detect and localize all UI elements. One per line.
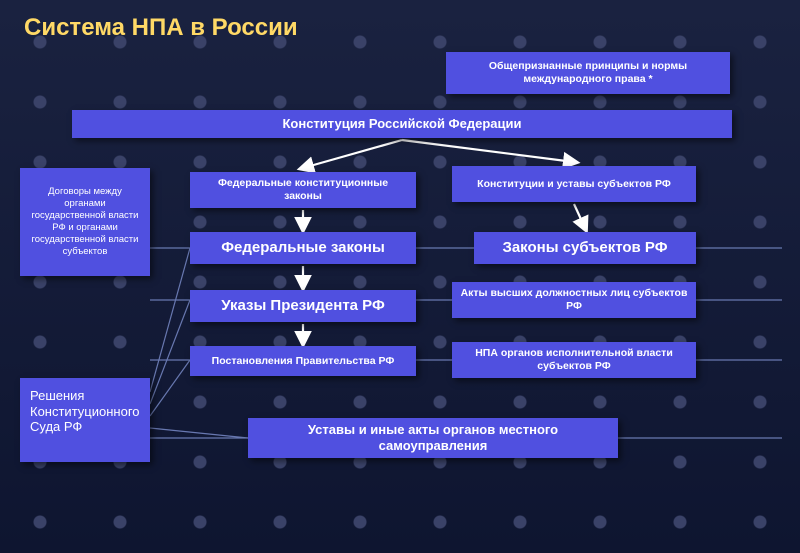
box-government-resolutions: Постановления Правительства РФ — [190, 346, 416, 376]
box-treaties: Договоры между органами государственной … — [20, 168, 150, 276]
box-acts-officials-subjects: Акты высших должностных лиц субъектов РФ — [452, 282, 696, 318]
box-constitutions-subjects: Конституции и уставы субъектов РФ — [452, 166, 696, 202]
box-laws-subjects: Законы субъектов РФ — [474, 232, 696, 264]
label: Законы субъектов РФ — [502, 239, 667, 257]
box-international-principles: Общепризнанные принципы и нормы междунар… — [446, 52, 730, 94]
label: Решения Конституционного Суда РФ — [30, 388, 140, 435]
label: Договоры между органами государственной … — [28, 186, 142, 257]
box-constitution-rf: Конституция Российской Федерации — [72, 110, 732, 138]
box-local-self-government-acts: Уставы и иные акты органов местного само… — [248, 418, 618, 458]
box-constitutional-court-decisions: Решения Конституционного Суда РФ — [20, 378, 150, 462]
label: Уставы и иные акты органов местного само… — [256, 422, 610, 453]
page-title: Система НПА в России — [24, 14, 298, 42]
label: Постановления Правительства РФ — [212, 355, 395, 368]
label: Акты высших должностных лиц субъектов РФ — [460, 287, 688, 312]
box-federal-laws: Федеральные законы — [190, 232, 416, 264]
box-federal-constitutional-laws: Федеральные конституционные законы — [190, 172, 416, 208]
label: Указы Президента РФ — [221, 297, 385, 315]
label: Конституция Российской Федерации — [282, 116, 521, 132]
label: Федеральные конституционные законы — [198, 177, 408, 202]
label: Общепризнанные принципы и нормы междунар… — [454, 60, 722, 85]
label: НПА органов исполнительной власти субъек… — [460, 347, 688, 372]
box-npa-executive-subjects: НПА органов исполнительной власти субъек… — [452, 342, 696, 378]
label: Конституции и уставы субъектов РФ — [477, 178, 671, 191]
box-president-decrees: Указы Президента РФ — [190, 290, 416, 322]
label: Федеральные законы — [221, 239, 385, 257]
